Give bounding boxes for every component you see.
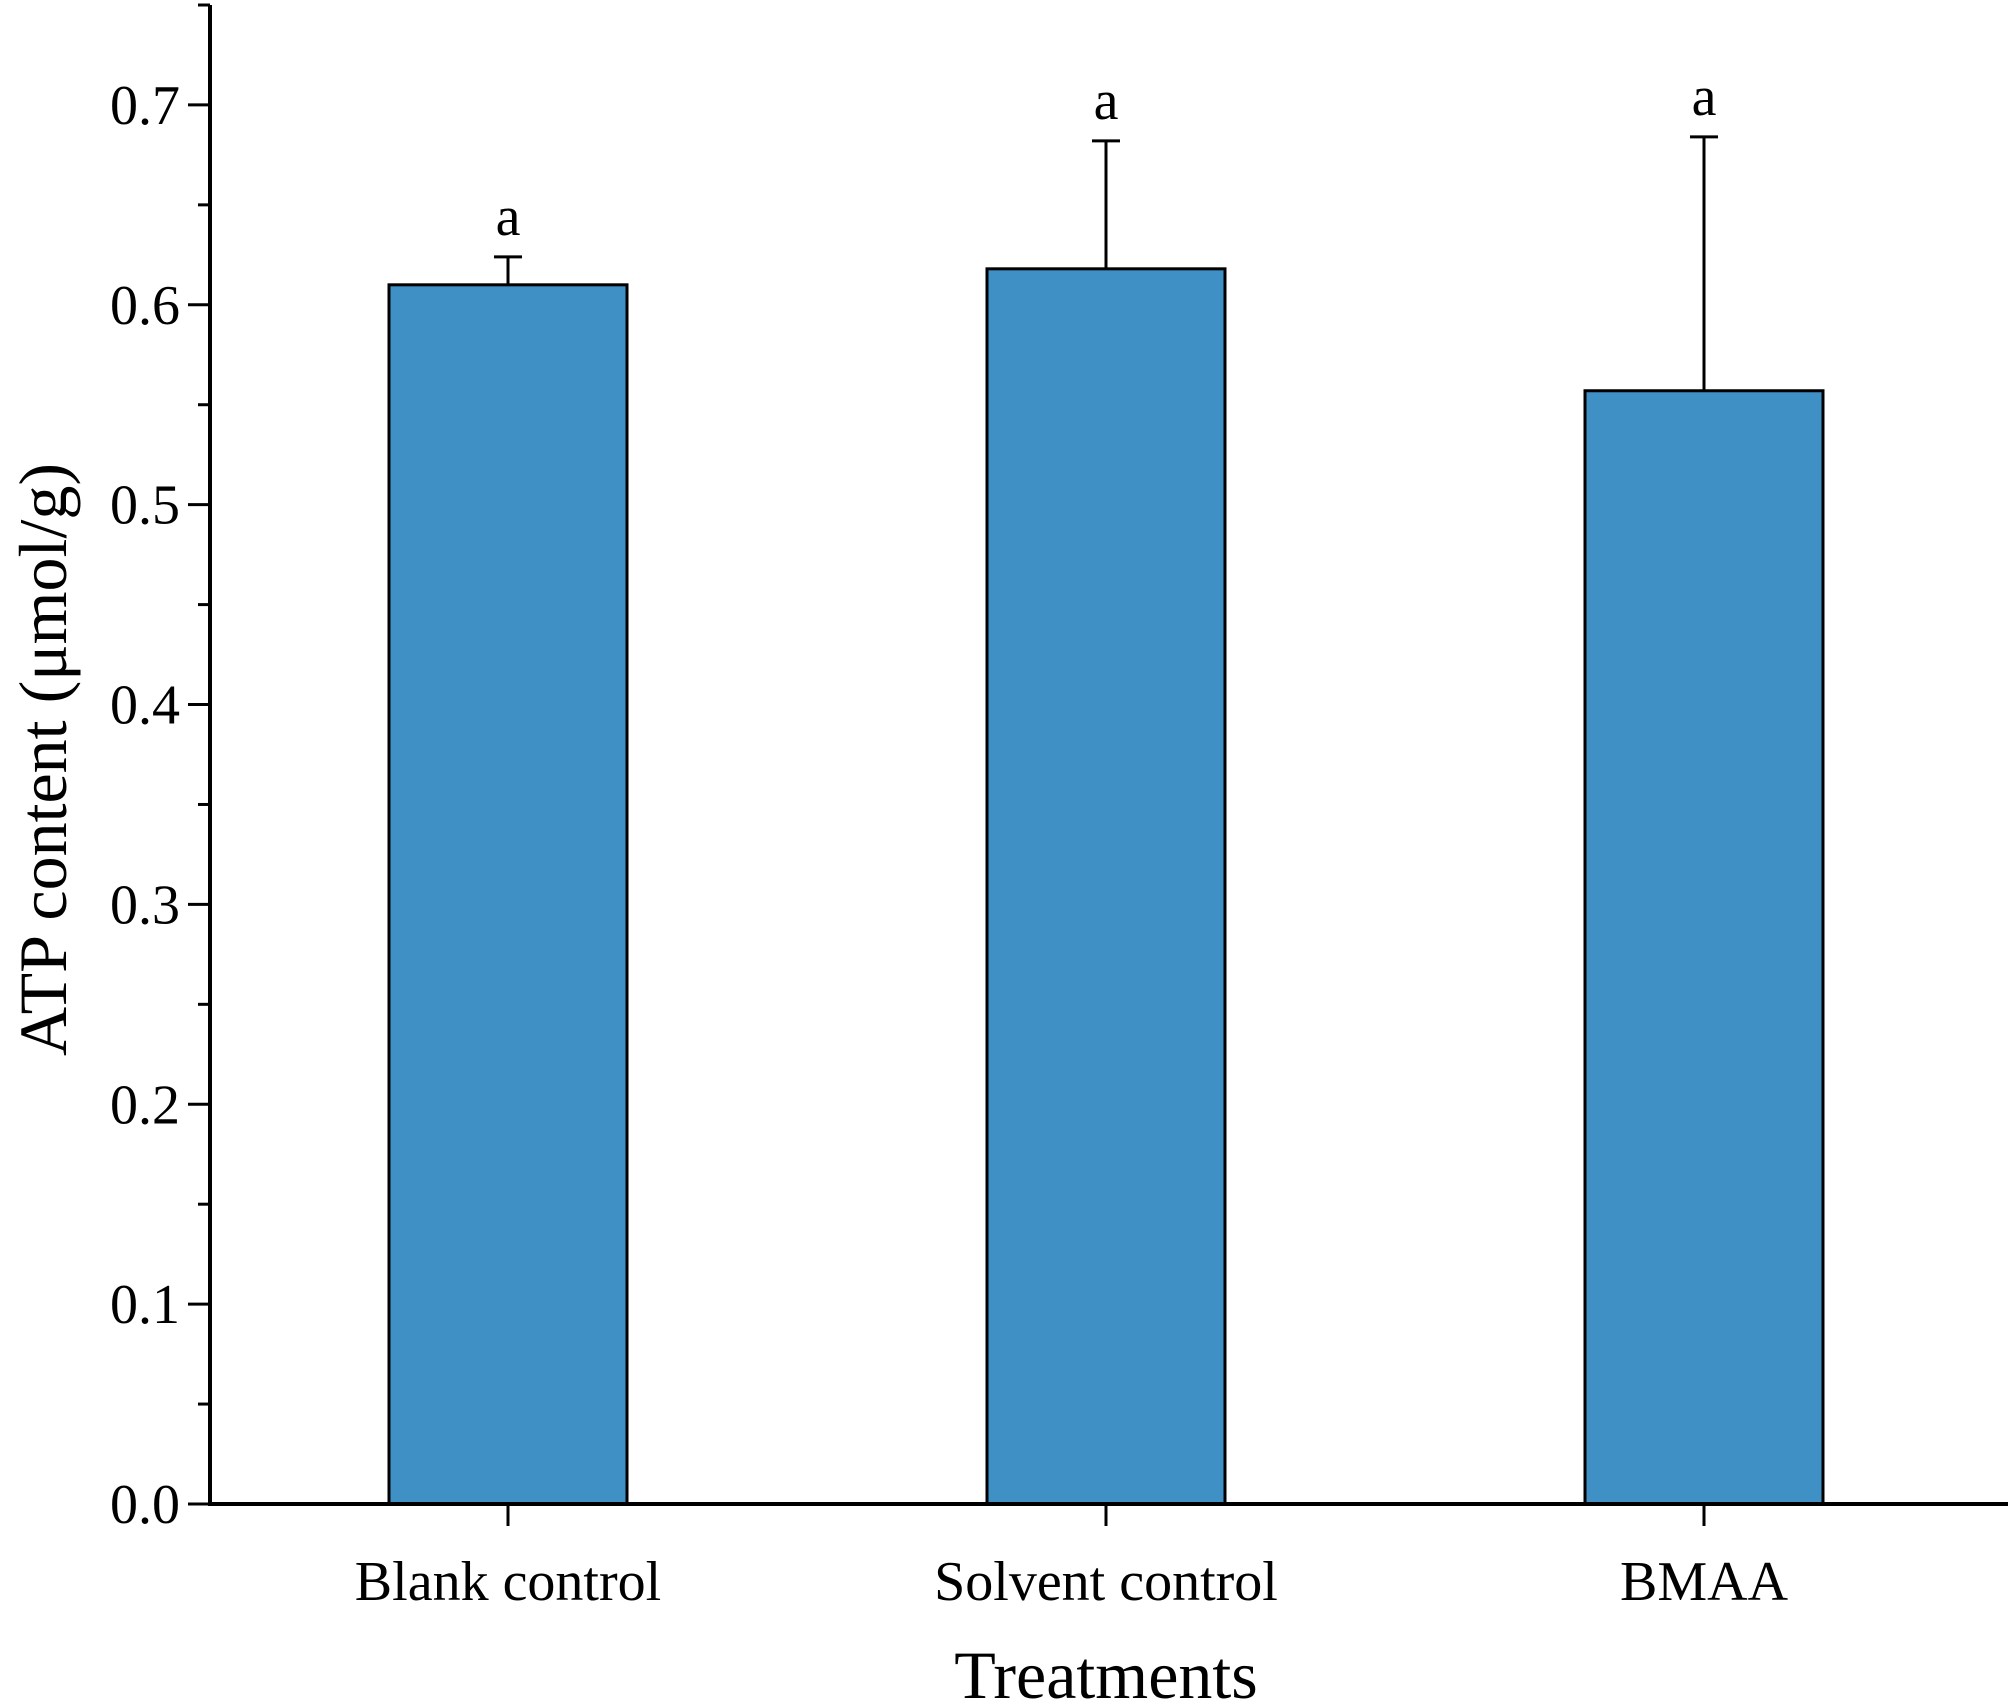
bar-solvent-control bbox=[985, 267, 1227, 1506]
x-tick-label: Blank control bbox=[355, 1551, 661, 1613]
y-tick-label: 0.6 bbox=[110, 275, 180, 337]
y-axis-title: ATP content (μmol/g) bbox=[5, 463, 81, 1056]
significance-label: a bbox=[1094, 70, 1119, 132]
x-tick-label: Solvent control bbox=[934, 1551, 1278, 1613]
significance-label: a bbox=[1692, 66, 1717, 128]
y-tick-label: 0.3 bbox=[110, 874, 180, 936]
y-tick-label: 0.2 bbox=[110, 1074, 180, 1136]
error-bar bbox=[494, 255, 522, 285]
y-tick-label: 0.1 bbox=[110, 1274, 180, 1336]
significance-labels-layer: a a a bbox=[496, 66, 1717, 248]
bar-blank-control bbox=[387, 283, 629, 1506]
x-tick-label: BMAA bbox=[1620, 1551, 1789, 1613]
y-axis-ticks: 0.0 0.1 0.2 0.3 0.4 0.5 0.6 0.7 bbox=[110, 3, 210, 1536]
bar-bmaa bbox=[1583, 389, 1825, 1506]
error-bar bbox=[1092, 139, 1120, 269]
x-axis-ticks: Blank control Solvent control BMAA bbox=[355, 1504, 1789, 1613]
y-tick-label: 0.5 bbox=[110, 475, 180, 537]
bars-layer bbox=[387, 267, 1825, 1506]
error-bar bbox=[1690, 135, 1718, 391]
y-tick-label: 0.0 bbox=[110, 1474, 180, 1536]
error-bars-layer bbox=[494, 135, 1718, 391]
y-tick-label: 0.7 bbox=[110, 75, 180, 137]
significance-label: a bbox=[496, 186, 521, 248]
x-axis-title: Treatments bbox=[954, 1637, 1257, 1706]
y-tick-label: 0.4 bbox=[110, 675, 180, 737]
